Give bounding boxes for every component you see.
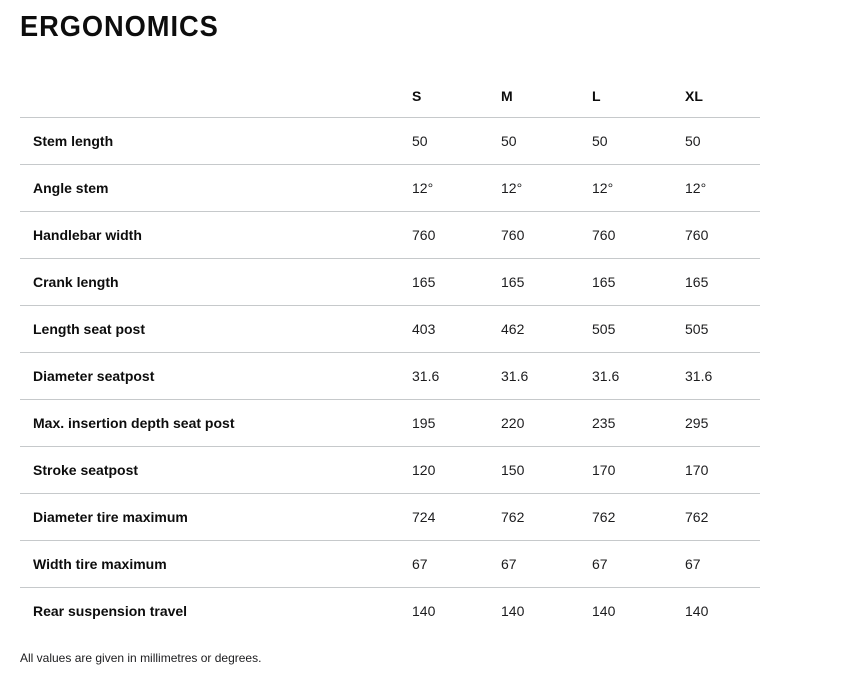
table-row: Max. insertion depth seat post 195 220 235 2… xyxy=(20,400,760,447)
row-value: 760 xyxy=(412,227,436,243)
table-row: Handlebar width 760 760 760 760 xyxy=(20,212,760,259)
row-value: 165 xyxy=(685,274,709,290)
row-value: 67 xyxy=(501,556,517,572)
table-row: Length seat post 403 462 505 505 xyxy=(20,306,760,353)
row-value: 50 xyxy=(685,133,701,149)
row-value: 31.6 xyxy=(412,368,440,384)
row-value: 12° xyxy=(592,180,614,196)
row-value: 762 xyxy=(592,509,616,525)
table-row: Stem length 50 50 50 50 xyxy=(20,118,760,165)
row-value: 31.6 xyxy=(501,368,529,384)
row-label: Handlebar width xyxy=(33,227,142,243)
row-value: 67 xyxy=(412,556,428,572)
table-row: Rear suspension travel 140 140 140 140 xyxy=(20,588,760,634)
row-value: 165 xyxy=(592,274,616,290)
row-value: 165 xyxy=(412,274,436,290)
row-value: 140 xyxy=(685,603,709,619)
column-header-s: S xyxy=(412,88,422,104)
table-header-row: S M L XL xyxy=(20,75,760,118)
table-row: Width tire maximum 67 67 67 67 xyxy=(20,541,760,588)
row-value: 724 xyxy=(412,509,436,525)
row-value: 170 xyxy=(685,462,709,478)
column-header-xl: XL xyxy=(685,88,703,104)
row-label: Stroke seatpost xyxy=(33,462,139,478)
row-value: 31.6 xyxy=(592,368,620,384)
row-label: Diameter seatpost xyxy=(33,368,155,384)
row-value: 12° xyxy=(501,180,523,196)
row-value: 50 xyxy=(592,133,608,149)
ergonomics-spec-table: S M L XL Stem length 50 50 50 50 Angle stem 12… xyxy=(20,75,760,634)
row-value: 165 xyxy=(501,274,525,290)
column-header-l: L xyxy=(592,88,601,104)
table-row: Diameter tire maximum 724 762 762 762 xyxy=(20,494,760,541)
row-value: 150 xyxy=(501,462,525,478)
row-value: 505 xyxy=(685,321,709,337)
row-label: Diameter tire maximum xyxy=(33,509,188,525)
row-value: 140 xyxy=(501,603,525,619)
row-label: Rear suspension travel xyxy=(33,603,188,619)
row-value: 760 xyxy=(501,227,525,243)
row-value: 220 xyxy=(501,415,525,431)
row-value: 462 xyxy=(501,321,525,337)
table-row: Diameter seatpost 31.6 31.6 31.6 31.6 xyxy=(20,353,760,400)
row-value: 235 xyxy=(592,415,616,431)
row-label: Width tire maximum xyxy=(33,556,167,572)
row-value: 295 xyxy=(685,415,709,431)
row-label: Length seat post xyxy=(33,321,146,337)
row-value: 50 xyxy=(412,133,428,149)
row-value: 140 xyxy=(412,603,436,619)
row-value: 120 xyxy=(412,462,436,478)
units-footnote: All values are given in millimetres or d… xyxy=(20,651,262,665)
table-row: Angle stem 12° 12° 12° 12° xyxy=(20,165,760,212)
row-value: 50 xyxy=(501,133,517,149)
page-title: ERGONOMICS xyxy=(20,11,219,43)
column-header-m: M xyxy=(501,88,513,104)
row-label: Crank length xyxy=(33,274,119,290)
row-value: 12° xyxy=(412,180,434,196)
row-label: Angle stem xyxy=(33,180,109,196)
table-row: Crank length 165 165 165 165 xyxy=(20,259,760,306)
row-value: 67 xyxy=(592,556,608,572)
row-value: 760 xyxy=(592,227,616,243)
spec-table-body: Stem length 50 50 50 50 Angle stem 12° 12° 12° 12… xyxy=(20,118,760,634)
row-value: 12° xyxy=(685,180,707,196)
row-value: 760 xyxy=(685,227,709,243)
row-label: Max. insertion depth seat post xyxy=(33,415,235,431)
row-value: 67 xyxy=(685,556,701,572)
row-value: 140 xyxy=(592,603,616,619)
table-row: Stroke seatpost 120 150 170 170 xyxy=(20,447,760,494)
row-value: 403 xyxy=(412,321,436,337)
row-label: Stem length xyxy=(33,133,114,149)
row-value: 762 xyxy=(501,509,525,525)
row-value: 505 xyxy=(592,321,616,337)
row-value: 762 xyxy=(685,509,709,525)
row-value: 31.6 xyxy=(685,368,713,384)
row-value: 170 xyxy=(592,462,616,478)
row-value: 195 xyxy=(412,415,436,431)
